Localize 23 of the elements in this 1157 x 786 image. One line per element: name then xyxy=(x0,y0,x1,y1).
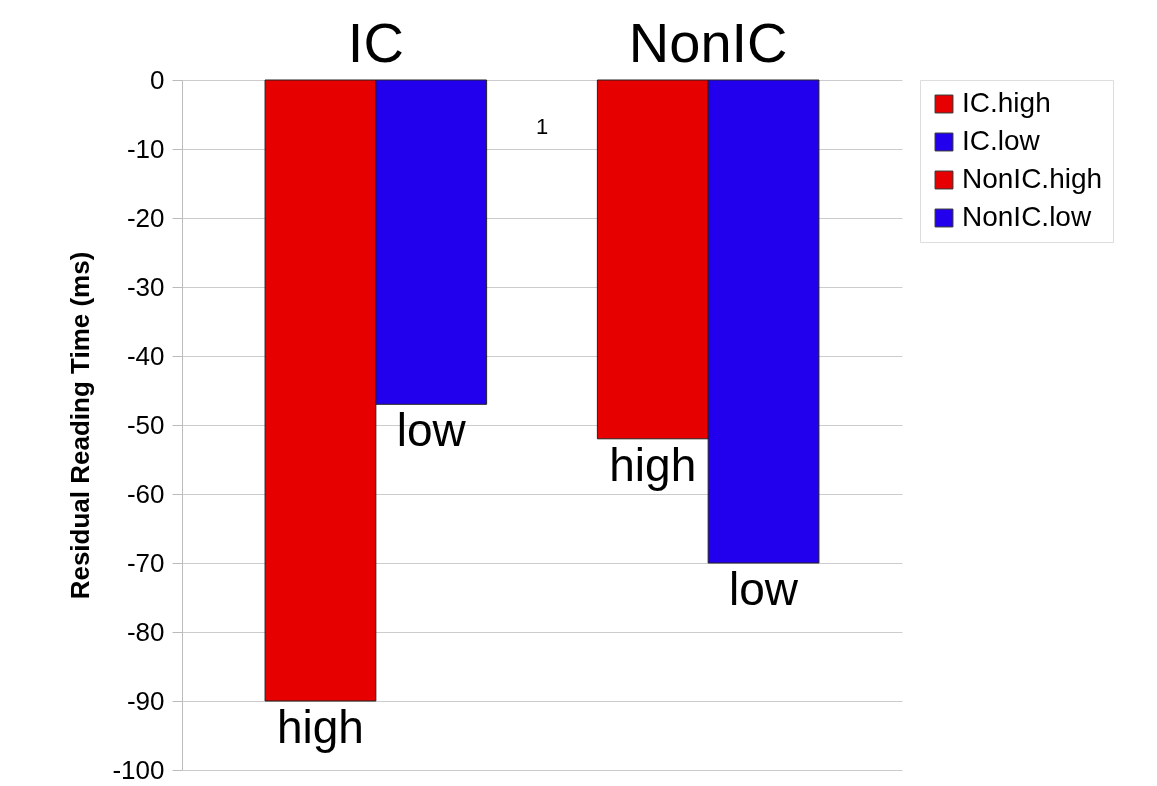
legend-label: NonIC.high xyxy=(962,163,1103,194)
y-tick-label: -60 xyxy=(126,478,165,509)
legend-label: NonIC.low xyxy=(962,201,1092,232)
legend-label: IC.high xyxy=(962,87,1051,118)
legend-label: IC.low xyxy=(962,125,1041,156)
data-label: high xyxy=(609,438,697,491)
y-tick-label: -10 xyxy=(126,133,165,164)
text: IC xyxy=(347,11,404,74)
y-tick-label: -20 xyxy=(126,202,165,233)
y-axis-title: Residual Reading Time (ms) xyxy=(65,251,96,600)
y-tick-label: 0 xyxy=(150,64,165,95)
data-label: low xyxy=(729,563,799,615)
y-tick-label: -50 xyxy=(126,409,165,440)
y-tick-label: -30 xyxy=(126,271,165,302)
data-label: high xyxy=(276,701,364,753)
y-tick-label: -100 xyxy=(112,754,165,785)
y-tick-label: -40 xyxy=(126,340,165,371)
data-label: low xyxy=(396,404,467,457)
text: NonIC xyxy=(628,11,788,74)
y-tick-label: -80 xyxy=(126,616,165,647)
y-tick-label: -90 xyxy=(126,685,165,716)
y-tick-label: -70 xyxy=(126,547,165,578)
x-tick-label: 1 xyxy=(535,113,549,139)
